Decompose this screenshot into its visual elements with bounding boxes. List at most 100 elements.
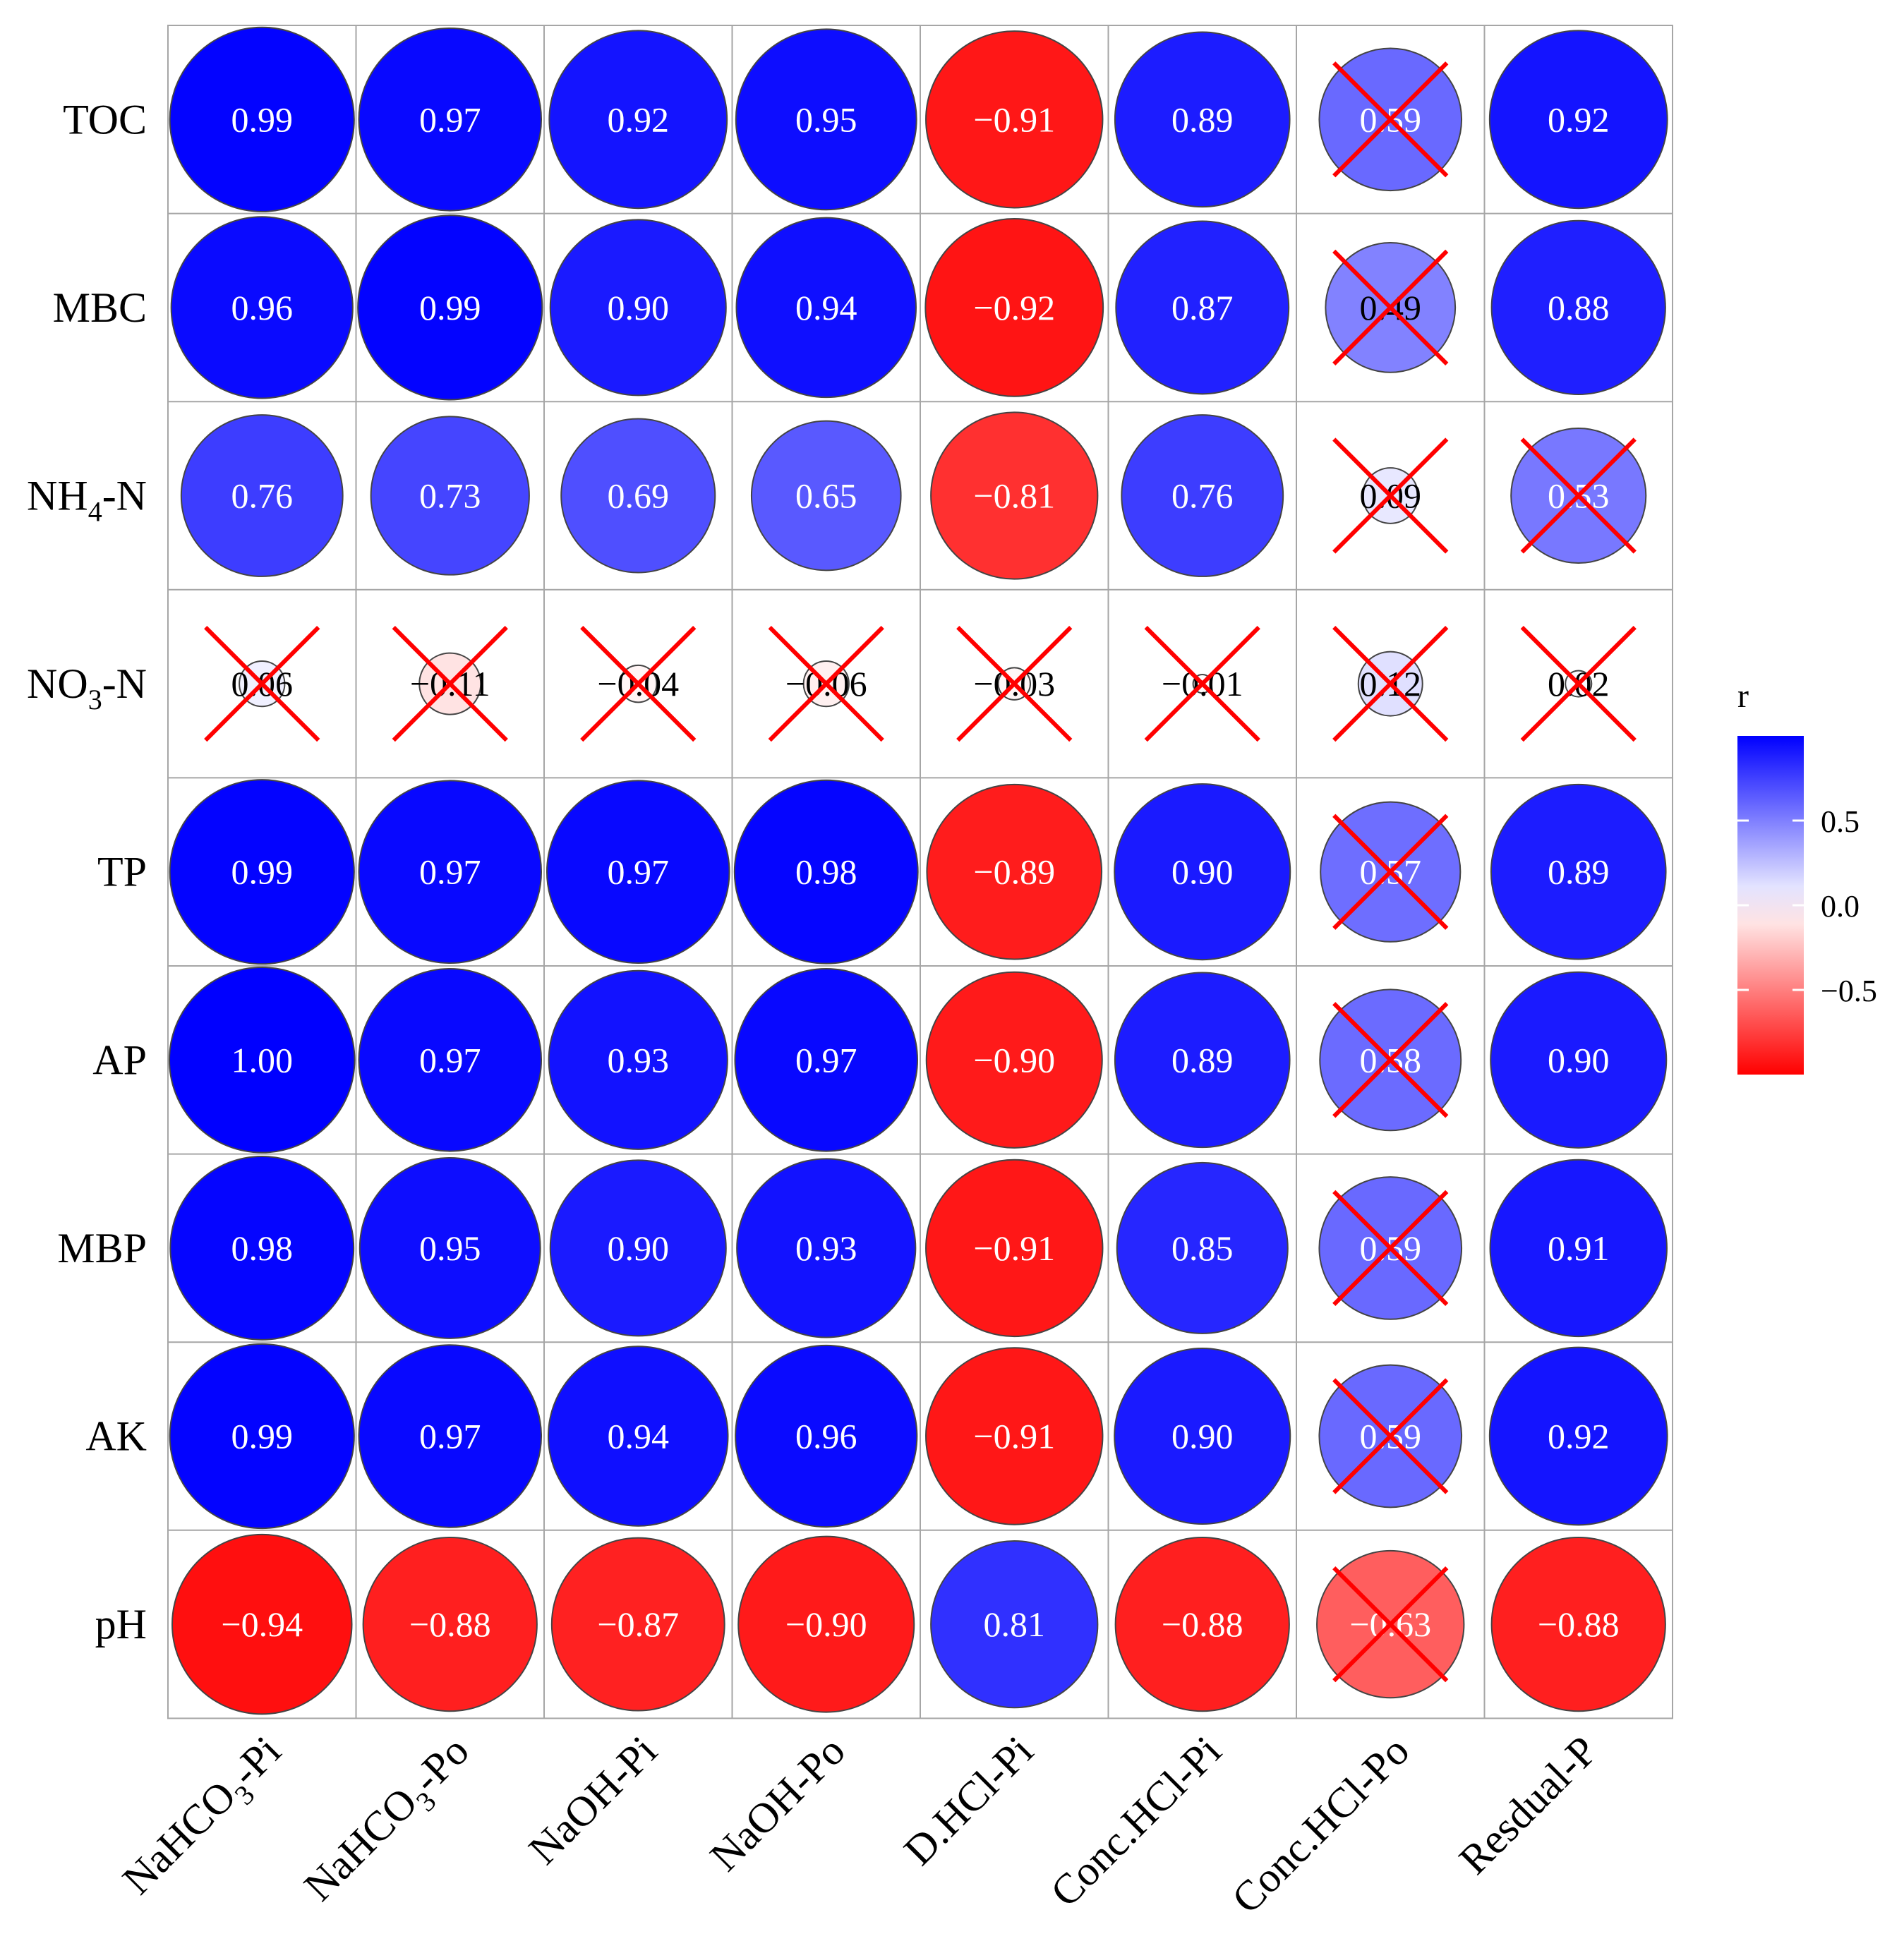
matrix-cell: 0.90 <box>549 1159 727 1337</box>
correlation-value-label: −0.92 <box>973 288 1055 327</box>
correlation-circle <box>1490 219 1666 396</box>
correlation-value-label: 0.97 <box>419 99 481 139</box>
correlation-value-label: −0.88 <box>409 1604 491 1644</box>
correlation-value-label: 0.94 <box>795 288 857 327</box>
correlation-value-label: 0.94 <box>608 1417 670 1456</box>
matrix-cell: 0.12 <box>1332 625 1449 742</box>
matrix-cell: −0.11 <box>392 625 508 742</box>
matrix-cell: −0.63 <box>1316 1549 1465 1699</box>
correlation-value-label: 0.96 <box>231 288 294 327</box>
correlation-value-label: 0.89 <box>1548 852 1610 892</box>
matrix-cell: 0.87 <box>1115 220 1290 395</box>
correlation-circle <box>925 1159 1104 1338</box>
correlation-value-label: 0.95 <box>795 99 857 139</box>
correlation-circle <box>735 1344 918 1528</box>
legend-tick-label: 0.5 <box>1821 804 1860 839</box>
matrix-cell: 0.85 <box>1116 1161 1289 1334</box>
row-label: AK <box>85 1413 147 1460</box>
matrix-cell: 0.97 <box>358 968 543 1152</box>
matrix-cell: 0.59 <box>1318 1364 1463 1508</box>
column-label: NaHCO3-Po <box>295 1727 483 1916</box>
column-label: Conc.HCl-Pi <box>1042 1727 1230 1916</box>
correlation-value-label: 0.96 <box>795 1417 857 1456</box>
correlation-circle <box>925 1347 1104 1525</box>
correlation-circle <box>735 28 917 211</box>
matrix-cell: 0.94 <box>547 1346 729 1527</box>
correlation-circle <box>1114 1536 1290 1712</box>
correlation-value-label: 0.97 <box>795 1040 857 1080</box>
correlation-value-label: 0.99 <box>231 99 294 139</box>
matrix-cell: 1.00 <box>169 967 356 1154</box>
matrix-cell: 0.59 <box>1318 47 1463 192</box>
correlation-value-label: 0.99 <box>419 288 481 327</box>
row-label: pH <box>95 1601 147 1647</box>
matrix-cell: 0.59 <box>1318 1176 1463 1320</box>
insignificant-cross-mark <box>1332 437 1449 554</box>
correlation-circle <box>925 971 1103 1149</box>
correlation-circle <box>1489 1159 1668 1338</box>
matrix-cell: 0.69 <box>560 418 716 574</box>
correlation-circle <box>925 30 1104 209</box>
matrix-cell: 0.53 <box>1510 427 1647 564</box>
matrix-cell: 0.49 <box>1325 242 1457 373</box>
correlation-circle <box>1114 31 1291 208</box>
correlation-circle <box>548 969 728 1150</box>
matrix-cell: 0.94 <box>735 217 917 399</box>
correlation-value-label: 0.93 <box>795 1228 857 1268</box>
correlation-circle <box>180 414 344 577</box>
correlation-circle <box>736 1158 917 1338</box>
correlation-value-label: −0.89 <box>973 852 1055 892</box>
correlation-circle <box>1114 783 1291 961</box>
correlation-value-label: 0.65 <box>795 476 857 516</box>
matrix-cell: −0.88 <box>1490 1536 1666 1712</box>
correlation-value-label: 0.95 <box>419 1228 481 1268</box>
column-label: Conc.HCl-Po <box>1223 1727 1418 1923</box>
matrix-cell: −0.92 <box>924 218 1104 397</box>
matrix-cell: −0.04 <box>580 625 697 742</box>
correlation-circle <box>358 28 543 212</box>
row-label: TOC <box>63 96 147 143</box>
correlation-value-label: 0.76 <box>231 476 294 516</box>
correlation-circle <box>357 214 543 401</box>
matrix-cell: 0.89 <box>1490 783 1667 960</box>
correlation-circle <box>1488 30 1668 210</box>
matrix-cell: 0.76 <box>1121 414 1284 577</box>
matrix-cell: −0.94 <box>171 1533 353 1715</box>
correlation-value-label: 1.00 <box>231 1040 294 1080</box>
correlation-value-label: 0.73 <box>419 476 481 516</box>
row-label: AP <box>92 1036 147 1083</box>
matrix-cell: 0.97 <box>546 780 730 964</box>
correlation-circle <box>1121 414 1284 577</box>
correlation-circle <box>362 1536 538 1712</box>
correlation-circle <box>926 783 1103 960</box>
matrix-cell: 0.58 <box>1319 988 1462 1132</box>
matrix-cell: 0.09 <box>1332 437 1449 554</box>
correlation-circle <box>750 420 902 572</box>
matrix-cell: 0.96 <box>170 216 354 399</box>
legend-ticks: 0.5 0.0 −0.5 <box>1737 804 1877 1008</box>
matrix-cell: 0.97 <box>358 1344 543 1528</box>
correlation-circle <box>924 218 1104 397</box>
correlation-circle <box>546 780 730 964</box>
matrix-cell: 0.92 <box>1488 1346 1668 1526</box>
correlation-circle <box>370 416 530 576</box>
column-label: NaHCO3-Pi <box>114 1727 296 1909</box>
insignificant-cross-mark <box>956 625 1073 742</box>
correlation-value-label: −0.87 <box>597 1604 679 1644</box>
correlation-value-label: 0.92 <box>1548 99 1610 139</box>
insignificant-cross-mark <box>1332 61 1449 178</box>
matrix-cell: 0.93 <box>548 969 728 1150</box>
correlation-value-label: 0.88 <box>1548 288 1610 327</box>
matrix-cell: 0.02 <box>1520 625 1637 742</box>
correlation-circle <box>1116 1161 1289 1334</box>
correlation-circle <box>548 30 728 210</box>
correlation-circle <box>171 1533 353 1715</box>
correlation-value-label: −0.81 <box>973 476 1055 516</box>
correlation-value-label: 0.81 <box>984 1604 1046 1644</box>
matrix-cell: 0.57 <box>1320 801 1462 943</box>
correlation-value-label: −0.90 <box>973 1040 1055 1080</box>
correlation-value-label: 0.93 <box>608 1040 670 1080</box>
correlation-circle <box>930 411 1099 580</box>
